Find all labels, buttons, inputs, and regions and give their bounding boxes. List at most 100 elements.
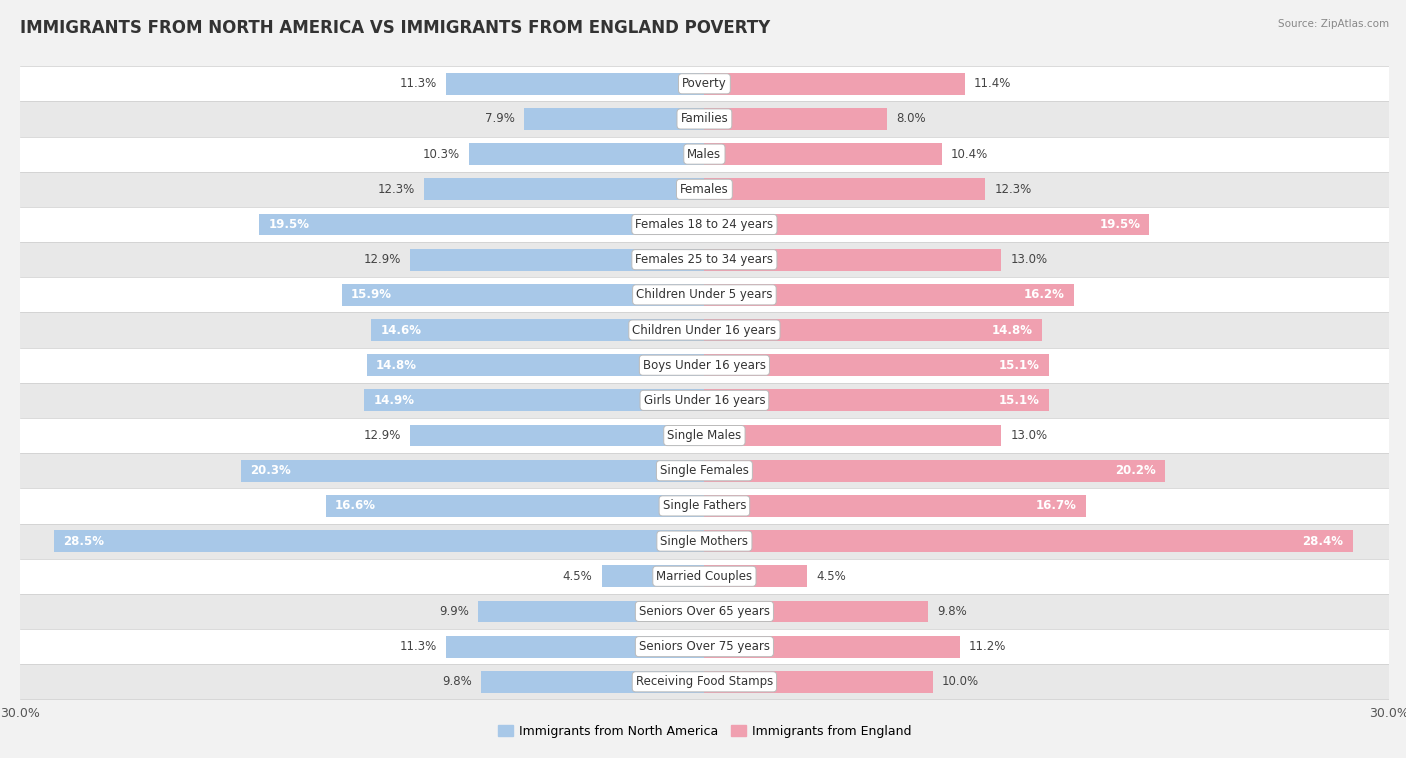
Bar (0, 383, 1406, 418)
Bar (478, 600, 704, 622)
Text: Source: ZipAtlas.com: Source: ZipAtlas.com (1278, 19, 1389, 29)
Bar (0, 664, 1406, 700)
Text: 12.3%: 12.3% (994, 183, 1032, 196)
Text: 14.8%: 14.8% (993, 324, 1033, 337)
Bar (481, 671, 704, 693)
Text: 9.8%: 9.8% (441, 675, 471, 688)
Text: 13.0%: 13.0% (1011, 429, 1047, 442)
Text: Single Males: Single Males (668, 429, 741, 442)
Text: Receiving Food Stamps: Receiving Food Stamps (636, 675, 773, 688)
Text: 14.8%: 14.8% (375, 359, 416, 371)
Bar (0, 488, 1406, 524)
Bar (447, 73, 704, 95)
Text: 14.9%: 14.9% (374, 394, 415, 407)
Bar (0, 418, 1406, 453)
Text: IMMIGRANTS FROM NORTH AMERICA VS IMMIGRANTS FROM ENGLAND POVERTY: IMMIGRANTS FROM NORTH AMERICA VS IMMIGRA… (20, 19, 770, 37)
Text: 12.9%: 12.9% (364, 253, 401, 266)
Bar (0, 312, 1406, 348)
Bar (470, 143, 704, 165)
Text: 11.4%: 11.4% (974, 77, 1011, 90)
Bar (0, 242, 1406, 277)
Bar (704, 108, 887, 130)
Bar (326, 495, 704, 517)
Text: 11.3%: 11.3% (401, 640, 437, 653)
Bar (259, 214, 704, 236)
Text: 10.0%: 10.0% (942, 675, 979, 688)
Text: Married Couples: Married Couples (657, 570, 752, 583)
Text: 28.4%: 28.4% (1302, 534, 1344, 547)
Bar (704, 671, 932, 693)
Text: Boys Under 16 years: Boys Under 16 years (643, 359, 766, 371)
Text: 9.9%: 9.9% (440, 605, 470, 618)
Bar (342, 284, 704, 305)
Bar (0, 559, 1406, 594)
Text: 11.2%: 11.2% (969, 640, 1007, 653)
Bar (0, 207, 1406, 242)
Text: Females 18 to 24 years: Females 18 to 24 years (636, 218, 773, 231)
Text: 20.3%: 20.3% (250, 464, 291, 478)
Legend: Immigrants from North America, Immigrants from England: Immigrants from North America, Immigrant… (492, 719, 917, 743)
Bar (367, 354, 704, 376)
Text: 10.3%: 10.3% (423, 148, 460, 161)
Text: 19.5%: 19.5% (1099, 218, 1140, 231)
Text: 20.2%: 20.2% (1115, 464, 1156, 478)
Bar (704, 495, 1085, 517)
Text: Poverty: Poverty (682, 77, 727, 90)
Bar (704, 354, 1049, 376)
Text: Girls Under 16 years: Girls Under 16 years (644, 394, 765, 407)
Bar (423, 178, 704, 200)
Bar (704, 600, 928, 622)
Bar (704, 284, 1074, 305)
Bar (524, 108, 704, 130)
Bar (704, 73, 965, 95)
Bar (602, 565, 704, 587)
Bar (0, 594, 1406, 629)
Bar (411, 424, 704, 446)
Bar (704, 249, 1001, 271)
Text: 12.3%: 12.3% (377, 183, 415, 196)
Bar (0, 277, 1406, 312)
Text: 13.0%: 13.0% (1011, 253, 1047, 266)
Text: Families: Families (681, 112, 728, 126)
Text: 15.1%: 15.1% (1000, 394, 1040, 407)
Text: Single Females: Single Females (659, 464, 749, 478)
Bar (240, 460, 704, 481)
Text: 4.5%: 4.5% (562, 570, 592, 583)
Text: 4.5%: 4.5% (817, 570, 846, 583)
Bar (0, 348, 1406, 383)
Text: Children Under 16 years: Children Under 16 years (633, 324, 776, 337)
Bar (411, 249, 704, 271)
Text: 11.3%: 11.3% (401, 77, 437, 90)
Bar (704, 319, 1042, 341)
Text: Single Fathers: Single Fathers (662, 500, 747, 512)
Bar (704, 565, 807, 587)
Text: 16.6%: 16.6% (335, 500, 375, 512)
Text: 16.7%: 16.7% (1036, 500, 1077, 512)
Bar (0, 524, 1406, 559)
Text: Females 25 to 34 years: Females 25 to 34 years (636, 253, 773, 266)
Text: 15.9%: 15.9% (350, 288, 392, 302)
Bar (704, 214, 1150, 236)
Text: Females: Females (681, 183, 728, 196)
Text: Children Under 5 years: Children Under 5 years (636, 288, 773, 302)
Bar (0, 136, 1406, 172)
Text: Single Mothers: Single Mothers (661, 534, 748, 547)
Bar (704, 530, 1353, 552)
Text: Seniors Over 65 years: Seniors Over 65 years (638, 605, 770, 618)
Bar (0, 453, 1406, 488)
Text: 16.2%: 16.2% (1024, 288, 1064, 302)
Bar (0, 102, 1406, 136)
Bar (704, 143, 942, 165)
Bar (447, 636, 704, 657)
Bar (704, 390, 1049, 412)
Bar (0, 66, 1406, 102)
Bar (0, 172, 1406, 207)
Text: Males: Males (688, 148, 721, 161)
Bar (704, 460, 1166, 481)
Text: 12.9%: 12.9% (364, 429, 401, 442)
Bar (364, 390, 704, 412)
Bar (704, 178, 986, 200)
Text: 9.8%: 9.8% (938, 605, 967, 618)
Bar (53, 530, 704, 552)
Bar (704, 424, 1001, 446)
